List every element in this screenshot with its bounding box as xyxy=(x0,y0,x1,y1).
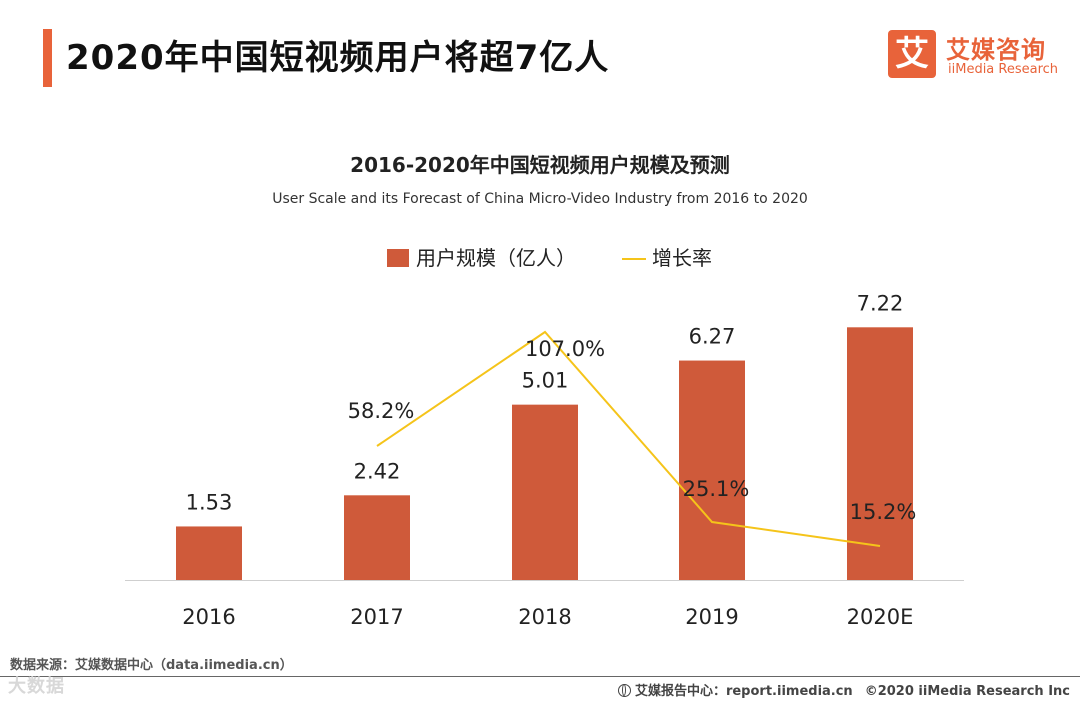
title-accent-bar xyxy=(43,29,52,87)
bar-value-label: 6.27 xyxy=(689,325,736,349)
x-axis-labels: 2016 2017 2018 2019 2020E xyxy=(182,605,913,629)
user-scale-chart: 2016-2020年中国短视频用户规模及预测 User Scale and it… xyxy=(125,153,964,629)
growth-line-series: 58.2% 107.0% 25.1% 15.2% xyxy=(348,330,917,547)
brand-logo: 艾 艾媒咨询 iiMedia Research xyxy=(888,30,1068,82)
bar-value-label: 2.42 xyxy=(354,459,401,483)
bar-2018 xyxy=(512,404,578,580)
watermark-text: 大数据 xyxy=(8,676,65,697)
logo-english-name: iiMedia Research xyxy=(948,62,1059,77)
legend-bar-label: 用户规模（亿人） xyxy=(416,246,576,270)
chart-subtitle: User Scale and its Forecast of China Mic… xyxy=(272,191,808,207)
legend-bar-swatch xyxy=(387,249,409,267)
x-tick-label: 2018 xyxy=(518,605,571,629)
bar-series: 1.53 2.42 5.01 6.27 7.22 xyxy=(176,291,913,580)
x-tick-label: 2017 xyxy=(350,605,403,629)
footer-divider xyxy=(0,676,1080,677)
growth-line xyxy=(376,330,881,547)
x-tick-label: 2016 xyxy=(182,605,235,629)
chart-title: 2016-2020年中国短视频用户规模及预测 xyxy=(350,153,730,177)
growth-rate-label: 15.2% xyxy=(850,500,917,524)
logo-chinese-name: 艾媒咨询 xyxy=(946,36,1046,64)
bar-2020E xyxy=(847,327,913,580)
bar-value-label: 1.53 xyxy=(186,490,233,514)
chart-legend: 用户规模（亿人） 增长率 xyxy=(387,246,712,270)
bar-2016 xyxy=(176,526,242,580)
bar-value-label: 5.01 xyxy=(522,369,569,393)
logo-mark-icon: 艾 xyxy=(888,30,936,78)
footer-credits: 艾媒报告中心：report.iimedia.cn ©2020 iiMedia Re… xyxy=(617,680,1070,699)
data-source-note: 数据来源：艾媒数据中心（data.iimedia.cn） xyxy=(10,658,293,673)
bar-2019 xyxy=(679,360,745,580)
legend-line-label: 增长率 xyxy=(652,246,712,270)
copyright-text: ©2020 iiMedia Research Inc xyxy=(864,684,1070,699)
growth-rate-label: 58.2% xyxy=(348,399,415,423)
bar-value-label: 7.22 xyxy=(857,291,904,315)
bar-2017 xyxy=(344,495,410,580)
x-tick-label: 2019 xyxy=(685,605,738,629)
report-center-link[interactable]: 艾媒报告中心：report.iimedia.cn xyxy=(634,684,853,699)
x-tick-label: 2020E xyxy=(847,605,914,629)
growth-rate-label: 107.0% xyxy=(525,337,605,361)
growth-rate-label: 25.1% xyxy=(683,477,750,501)
page-title: 2020年中国短视频用户将超7亿人 xyxy=(66,38,610,78)
globe-icon xyxy=(617,684,631,697)
